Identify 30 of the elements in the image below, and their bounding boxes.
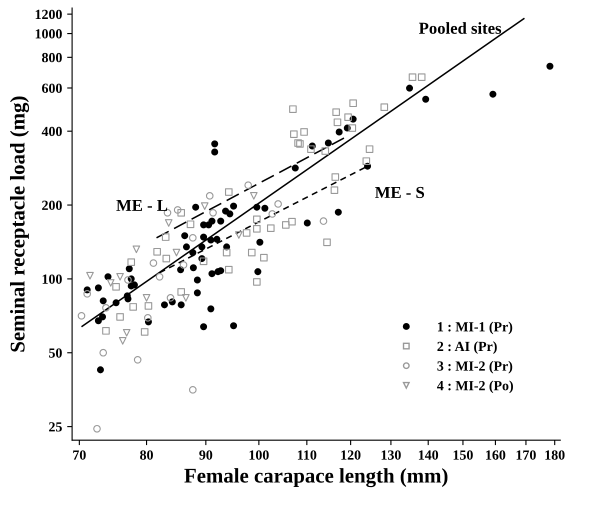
y-tick-label: 1000 xyxy=(36,29,62,39)
annotation: ME - S xyxy=(375,186,424,198)
y-tick-label: 400 xyxy=(42,126,62,136)
y-axis-title: Seminal receptacle load (mg) xyxy=(10,96,30,352)
x-tick-label: 120 xyxy=(341,450,361,460)
y-tick-label: 100 xyxy=(42,274,62,284)
x-tick-label: 100 xyxy=(250,450,269,460)
y-tick-label: 800 xyxy=(42,52,62,62)
annotation: ME - L xyxy=(116,200,168,211)
y-tick-label: 50 xyxy=(49,348,62,358)
x-tick-label: 180 xyxy=(545,450,565,460)
legend-label: 2 : AI (Pr) xyxy=(437,341,497,354)
x-tick-label: 150 xyxy=(454,450,473,460)
x-tick-label: 140 xyxy=(418,450,438,460)
y-tick-label: 600 xyxy=(42,84,62,93)
legend-label: 4 : MI-2 (Po) xyxy=(437,380,513,394)
x-tick-label: 80 xyxy=(140,450,153,460)
x-tick-label: 130 xyxy=(382,450,401,460)
legend-label: 3 : MI-2 (Pr) xyxy=(437,360,512,374)
legend-label: 1 : MI-1 (Pr) xyxy=(438,322,512,334)
x-tick-label: 90 xyxy=(199,450,212,460)
x-tick-label: 110 xyxy=(298,450,316,460)
annotation: Pooled sites xyxy=(418,22,502,34)
y-tick-label: 25 xyxy=(49,422,62,432)
x-axis-title: Female carapace length (mm) xyxy=(184,468,448,488)
y-tick-label: 200 xyxy=(42,200,62,210)
x-tick-label: 160 xyxy=(486,450,506,460)
x-tick-label: 70 xyxy=(73,450,86,460)
y-tick-label: 1200 xyxy=(36,10,62,20)
x-tick-label: 170 xyxy=(516,450,536,460)
